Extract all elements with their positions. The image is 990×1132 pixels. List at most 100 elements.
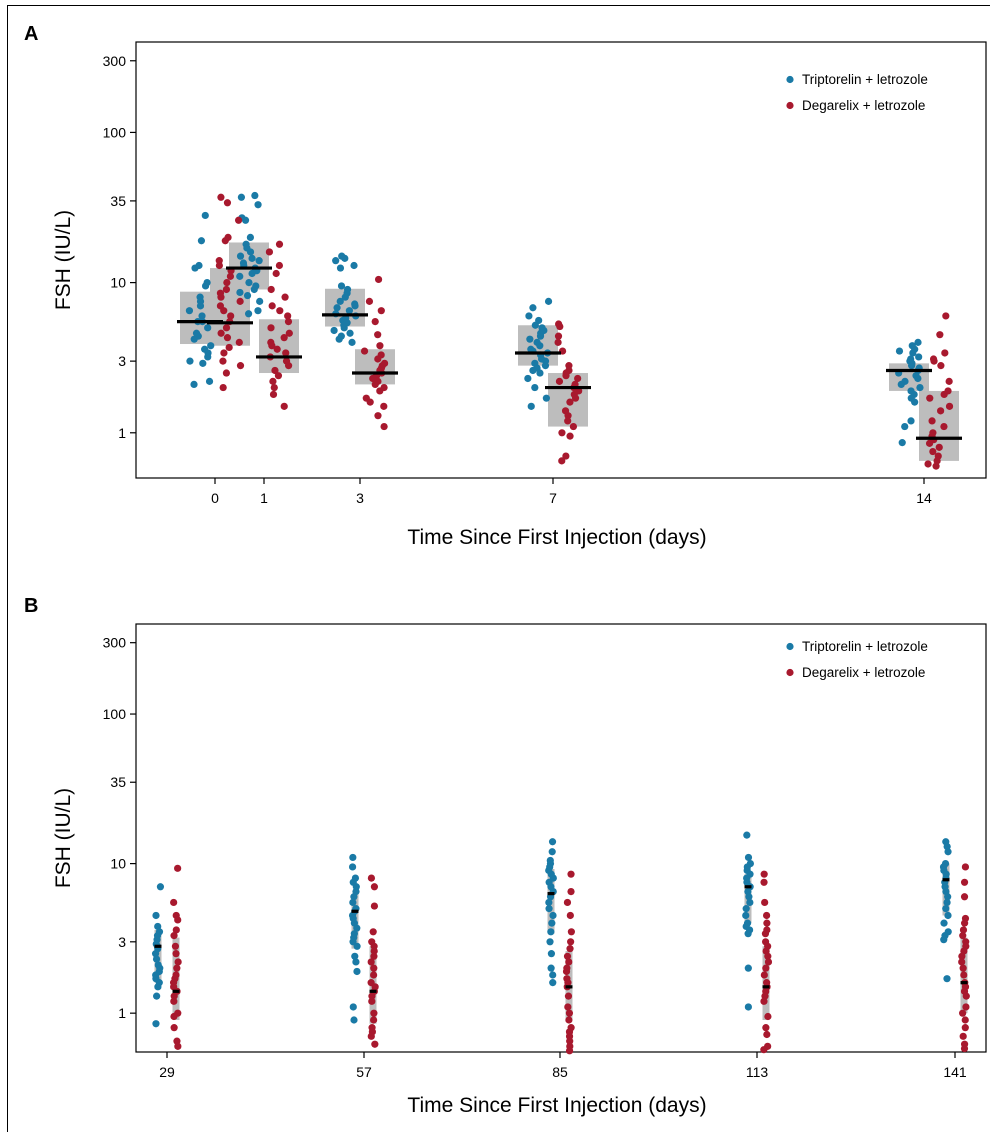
x-tick-label: 3 — [356, 490, 364, 506]
data-point — [914, 338, 922, 346]
data-point — [220, 307, 228, 315]
data-point — [566, 945, 574, 953]
legend-marker — [786, 642, 794, 651]
data-point — [254, 307, 262, 315]
data-point — [351, 952, 359, 960]
legend-marker — [786, 101, 794, 110]
data-point — [220, 349, 228, 357]
data-point — [549, 971, 557, 979]
data-point — [335, 335, 343, 343]
data-point — [336, 264, 345, 272]
x-axis-title: Time Since First Injection (days) — [407, 1094, 706, 1117]
data-point — [744, 964, 752, 972]
data-point — [928, 417, 936, 425]
data-point — [152, 1020, 160, 1028]
data-point — [370, 1009, 378, 1017]
data-point — [154, 983, 162, 991]
data-point — [548, 838, 557, 846]
data-point — [371, 1040, 379, 1048]
data-point — [205, 377, 214, 385]
data-point — [567, 870, 575, 878]
data-point — [170, 992, 178, 1000]
data-point — [940, 936, 948, 944]
data-point — [370, 902, 379, 910]
data-point — [549, 911, 557, 920]
data-point — [352, 958, 360, 966]
data-point — [370, 952, 378, 960]
data-point — [944, 911, 952, 920]
data-point — [197, 237, 206, 245]
data-point — [269, 377, 277, 385]
x-tick-label: 141 — [943, 1064, 967, 1080]
data-point — [525, 312, 533, 320]
data-point — [271, 366, 279, 375]
data-point — [542, 394, 550, 402]
data-point — [251, 191, 259, 200]
data-point — [171, 942, 180, 950]
data-point — [368, 997, 376, 1005]
data-point — [217, 293, 225, 301]
data-point — [366, 398, 374, 406]
data-point — [367, 1032, 375, 1040]
data-point — [236, 252, 245, 260]
x-tick-label: 14 — [916, 490, 932, 506]
data-point — [554, 332, 563, 340]
y-tick-label: 1 — [118, 1005, 126, 1021]
x-tick-label: 57 — [356, 1064, 372, 1080]
panel-label-A: A — [24, 23, 38, 45]
data-point — [151, 950, 160, 958]
data-point — [960, 878, 969, 886]
data-point — [274, 372, 283, 380]
data-point — [763, 919, 771, 927]
data-point — [937, 362, 945, 370]
data-point — [223, 199, 232, 207]
data-point — [225, 343, 233, 352]
data-point — [227, 312, 235, 320]
data-point — [564, 992, 573, 1000]
data-point — [763, 1030, 771, 1039]
data-point — [943, 975, 951, 983]
data-point — [376, 342, 384, 350]
data-point — [536, 342, 544, 350]
data-point — [526, 335, 534, 343]
data-point — [191, 264, 199, 272]
data-point — [237, 193, 246, 201]
data-point — [907, 417, 915, 425]
data-point — [959, 1032, 967, 1040]
data-point — [255, 257, 263, 265]
data-point — [546, 938, 554, 946]
data-point — [545, 905, 553, 913]
data-point — [353, 942, 361, 950]
data-point — [219, 357, 227, 365]
data-point — [563, 898, 572, 907]
data-point — [185, 307, 194, 315]
panel-label-B: B — [24, 595, 38, 617]
data-point — [545, 898, 553, 907]
data-point — [246, 248, 255, 256]
x-tick-label: 85 — [552, 1064, 568, 1080]
data-point — [555, 377, 564, 385]
data-point — [201, 211, 209, 220]
data-point — [190, 380, 198, 388]
data-point — [170, 1012, 178, 1021]
data-point — [267, 285, 275, 294]
x-tick-label: 1 — [260, 490, 268, 506]
data-point — [275, 240, 284, 248]
data-point — [941, 349, 949, 357]
data-point — [236, 288, 244, 297]
data-point — [350, 893, 358, 901]
data-point — [760, 997, 768, 1005]
data-point — [268, 342, 276, 350]
data-point — [529, 304, 537, 312]
x-tick-label: 0 — [211, 490, 219, 506]
data-point — [370, 1016, 378, 1024]
data-point — [346, 329, 354, 337]
data-point — [174, 1042, 182, 1050]
data-point — [916, 383, 924, 392]
data-point — [353, 967, 361, 976]
data-point — [236, 362, 245, 370]
data-point — [761, 898, 769, 907]
data-point — [742, 905, 750, 913]
